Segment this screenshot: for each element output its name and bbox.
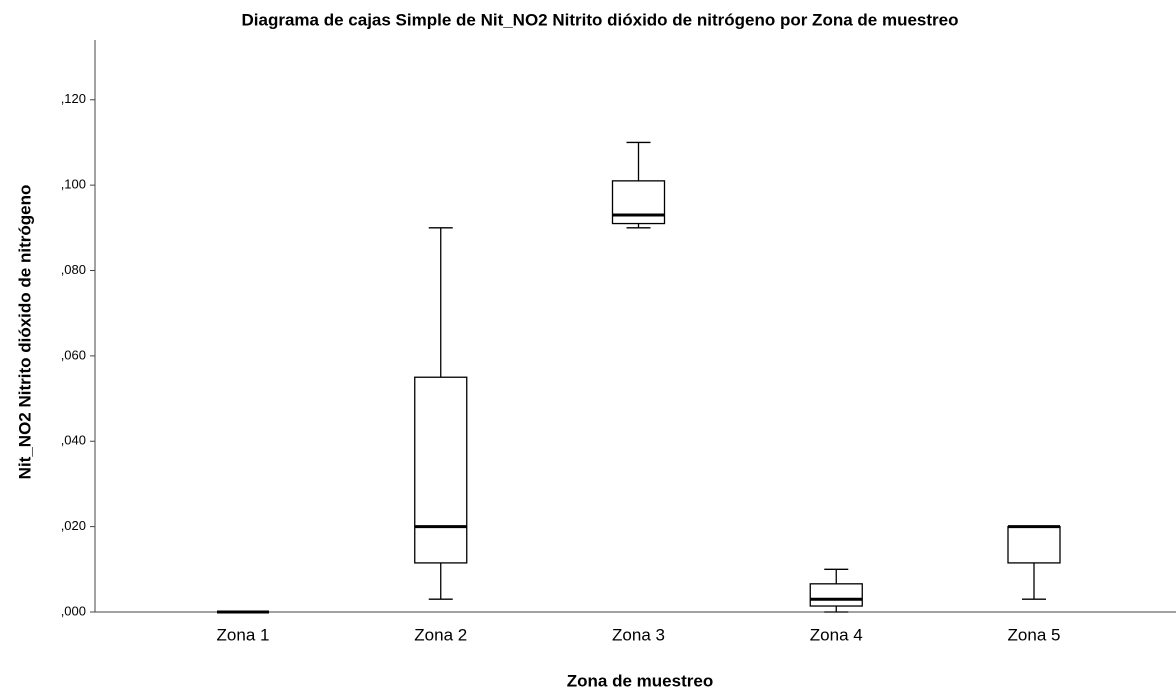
x-tick-label: Zona 3: [612, 625, 665, 644]
x-tick-label: Zona 4: [810, 625, 863, 644]
box: [414, 376, 468, 564]
y-tick-label: ,120: [61, 91, 86, 106]
x-tick-label: Zona 2: [414, 625, 467, 644]
y-tick-label: ,040: [61, 433, 86, 448]
box: [809, 583, 863, 607]
x-tick-label: Zona 1: [217, 625, 270, 644]
y-tick-label: ,020: [61, 518, 86, 533]
chart-title: Diagrama de cajas Simple de Nit_NO2 Nitr…: [242, 10, 959, 29]
box: [1007, 525, 1061, 564]
box: [611, 180, 666, 225]
y-tick-label: ,080: [61, 262, 86, 277]
y-tick-label: ,060: [61, 347, 86, 362]
x-axis-label: Zona de muestreo: [567, 671, 713, 690]
x-tick-label: Zona 5: [1008, 625, 1061, 644]
y-tick-label: ,000: [61, 603, 86, 618]
y-tick-label: ,100: [61, 177, 86, 192]
y-axis-label: Nit_NO2 Nitrito dióxido de nitrógeno: [15, 185, 34, 480]
